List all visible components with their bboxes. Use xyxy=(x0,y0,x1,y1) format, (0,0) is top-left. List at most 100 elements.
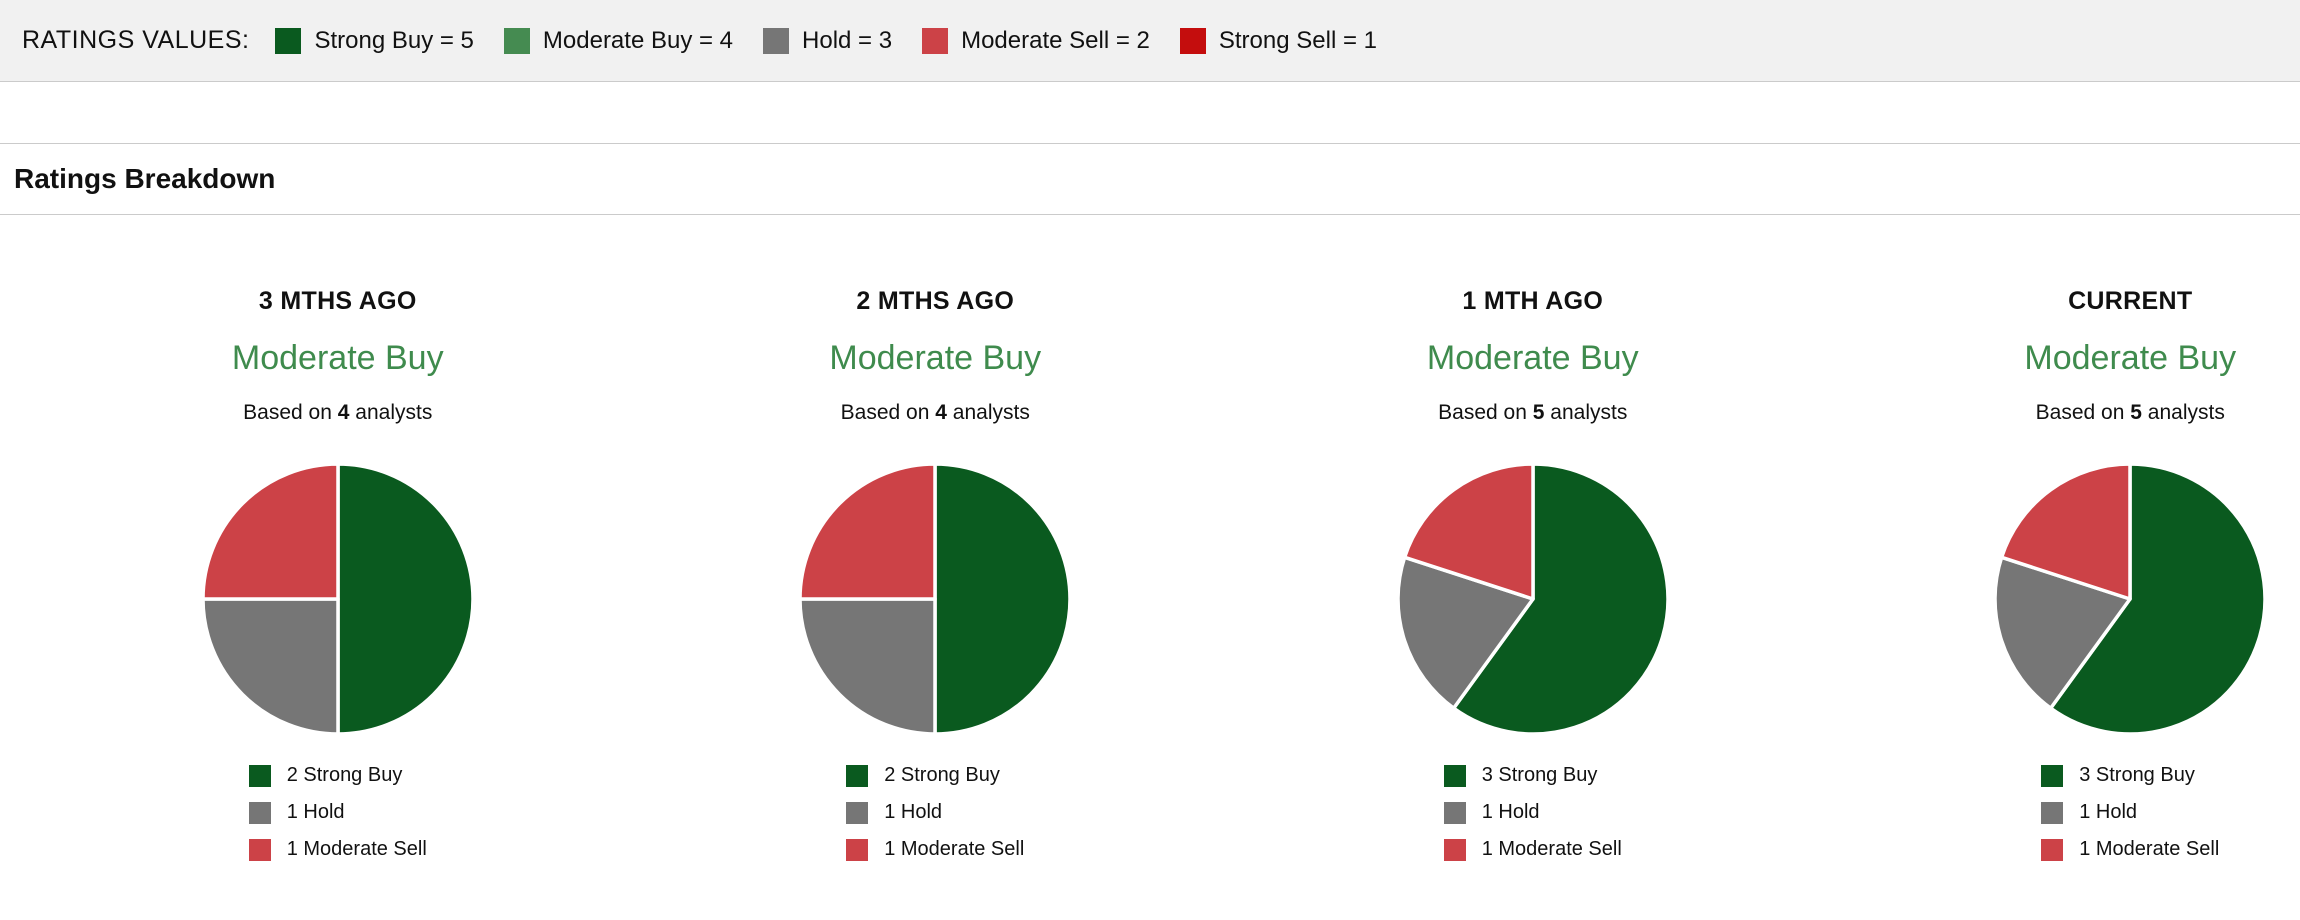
period-label: 3 MTHS AGO xyxy=(258,287,417,315)
legend-swatch-icon xyxy=(2041,838,2064,861)
pie-chart-wrap xyxy=(637,460,1235,738)
ratings-columns: 3 MTHS AGO Moderate Buy Based on 4 analy… xyxy=(39,215,2300,875)
legend-row: 1 Hold xyxy=(846,801,1024,824)
legend-label: Strong Buy = 5 xyxy=(314,26,474,54)
based-on-text: Based on 5 analysts xyxy=(1234,401,1832,425)
analyst-count: 4 xyxy=(935,401,947,424)
ratings-values-label: RATINGS VALUES: xyxy=(22,26,250,54)
based-on-suffix: analysts xyxy=(1550,401,1628,424)
legend-row: 2 Strong Buy xyxy=(248,764,427,787)
consensus-label: Moderate Buy xyxy=(231,339,444,377)
legend-row: 1 Moderate Sell xyxy=(846,838,1024,861)
pie-slice xyxy=(201,462,340,601)
legend-label: 3 Strong Buy xyxy=(2079,764,2195,786)
legend-label: 2 Strong Buy xyxy=(286,764,403,786)
legend-label: 1 Moderate Sell xyxy=(1481,838,1622,860)
legend-label: 1 Hold xyxy=(286,801,345,823)
legend-label: 1 Hold xyxy=(1481,801,1540,823)
period-label: 1 MTH AGO xyxy=(1462,287,1604,315)
pie-slice xyxy=(336,462,475,736)
legend-item: Hold = 3 xyxy=(763,27,892,55)
legend-swatch-icon xyxy=(1443,764,1466,787)
legend-row: 2 Strong Buy xyxy=(846,764,1024,787)
legend-row: 1 Moderate Sell xyxy=(1443,838,1622,861)
ratings-values-items: Strong Buy = 5 Moderate Buy = 4 Hold = 3… xyxy=(275,27,1377,55)
legend-label: 1 Moderate Sell xyxy=(884,838,1025,860)
based-on-prefix: Based on xyxy=(243,401,332,424)
legend-swatch-icon xyxy=(248,801,271,824)
legend-label: Strong Sell = 1 xyxy=(1218,26,1377,54)
pie-chart xyxy=(798,462,1072,736)
legend-item: Strong Buy = 5 xyxy=(275,26,474,55)
based-on-prefix: Based on xyxy=(2035,401,2125,424)
analyst-count: 5 xyxy=(1532,401,1545,424)
pie-chart-wrap xyxy=(1832,460,2300,738)
legend-swatch-icon xyxy=(248,838,271,861)
page-title: Ratings Breakdown xyxy=(14,163,276,194)
legend-row: 3 Strong Buy xyxy=(2041,764,2219,787)
legend-row: 1 Hold xyxy=(248,801,427,824)
legend-swatch-icon xyxy=(2041,764,2064,787)
legend-swatch-icon xyxy=(248,764,271,787)
analyst-count: 5 xyxy=(2130,401,2142,424)
ratings-values-bar: RATINGS VALUES: Strong Buy = 5 Moderate … xyxy=(0,0,2300,82)
legend-label: Moderate Sell = 2 xyxy=(961,26,1150,54)
pie-chart-wrap xyxy=(1234,460,1832,738)
pie-chart-wrap xyxy=(39,460,637,738)
based-on-prefix: Based on xyxy=(1438,401,1527,424)
consensus-label: Moderate Buy xyxy=(829,339,1042,377)
pie-chart xyxy=(201,462,475,736)
rating-column: CURRENT Moderate Buy Based on 5 analysts… xyxy=(1832,287,2300,875)
legend-label: 1 Hold xyxy=(884,801,943,823)
based-on-suffix: analysts xyxy=(355,401,433,424)
legend-item: Moderate Buy = 4 xyxy=(503,26,734,55)
legend-row: 1 Hold xyxy=(2041,801,2219,824)
column-legend: 3 Strong Buy 1 Hold 1 Moderate Sell xyxy=(1443,764,1622,875)
legend-row: 1 Moderate Sell xyxy=(2041,838,2219,861)
legend-swatch-icon xyxy=(846,764,869,787)
rating-column: 3 MTHS AGO Moderate Buy Based on 4 analy… xyxy=(39,287,637,875)
consensus-label: Moderate Buy xyxy=(1426,339,1639,377)
pie-slice xyxy=(798,462,937,601)
rating-column: 2 MTHS AGO Moderate Buy Based on 4 analy… xyxy=(637,287,1235,875)
column-legend: 2 Strong Buy 1 Hold 1 Moderate Sell xyxy=(846,764,1024,875)
legend-label: Hold = 3 xyxy=(802,26,893,54)
pie-chart xyxy=(1993,462,2267,736)
based-on-text: Based on 4 analysts xyxy=(637,401,1235,425)
based-on-suffix: analysts xyxy=(952,401,1030,424)
column-legend: 3 Strong Buy 1 Hold 1 Moderate Sell xyxy=(2041,764,2219,875)
period-label: 2 MTHS AGO xyxy=(856,287,1015,315)
spacer xyxy=(0,82,2300,143)
section-header: Ratings Breakdown xyxy=(0,143,2300,215)
based-on-text: Based on 4 analysts xyxy=(39,401,637,425)
based-on-prefix: Based on xyxy=(840,401,930,424)
pie-chart xyxy=(1396,462,1670,736)
legend-swatch-icon xyxy=(275,27,302,54)
legend-row: 1 Hold xyxy=(1443,801,1622,824)
analyst-count: 4 xyxy=(337,401,350,424)
pie-slice xyxy=(933,462,1072,736)
legend-row: 3 Strong Buy xyxy=(1443,764,1622,787)
period-label: CURRENT xyxy=(2068,287,2193,315)
legend-label: 2 Strong Buy xyxy=(884,764,1000,786)
pie-slice xyxy=(2000,462,2132,601)
legend-label: 3 Strong Buy xyxy=(1481,764,1598,786)
legend-item: Strong Sell = 1 xyxy=(1179,26,1377,55)
legend-swatch-icon xyxy=(922,27,949,54)
legend-swatch-icon xyxy=(1443,838,1466,861)
legend-swatch-icon xyxy=(503,27,530,54)
legend-label: 1 Moderate Sell xyxy=(286,838,427,860)
legend-swatch-icon xyxy=(846,838,869,861)
legend-swatch-icon xyxy=(1443,801,1466,824)
legend-label: 1 Moderate Sell xyxy=(2079,838,2220,860)
legend-swatch-icon xyxy=(763,27,790,54)
based-on-text: Based on 5 analysts xyxy=(1832,401,2300,425)
legend-item: Moderate Sell = 2 xyxy=(922,27,1150,55)
pie-slice xyxy=(201,597,340,736)
legend-label: Moderate Buy = 4 xyxy=(542,26,734,54)
pie-slice xyxy=(2049,462,2267,736)
column-legend: 2 Strong Buy 1 Hold 1 Moderate Sell xyxy=(248,764,427,875)
pie-slice xyxy=(1396,555,1535,710)
pie-slice xyxy=(1402,462,1535,601)
based-on-suffix: analysts xyxy=(2147,401,2225,424)
